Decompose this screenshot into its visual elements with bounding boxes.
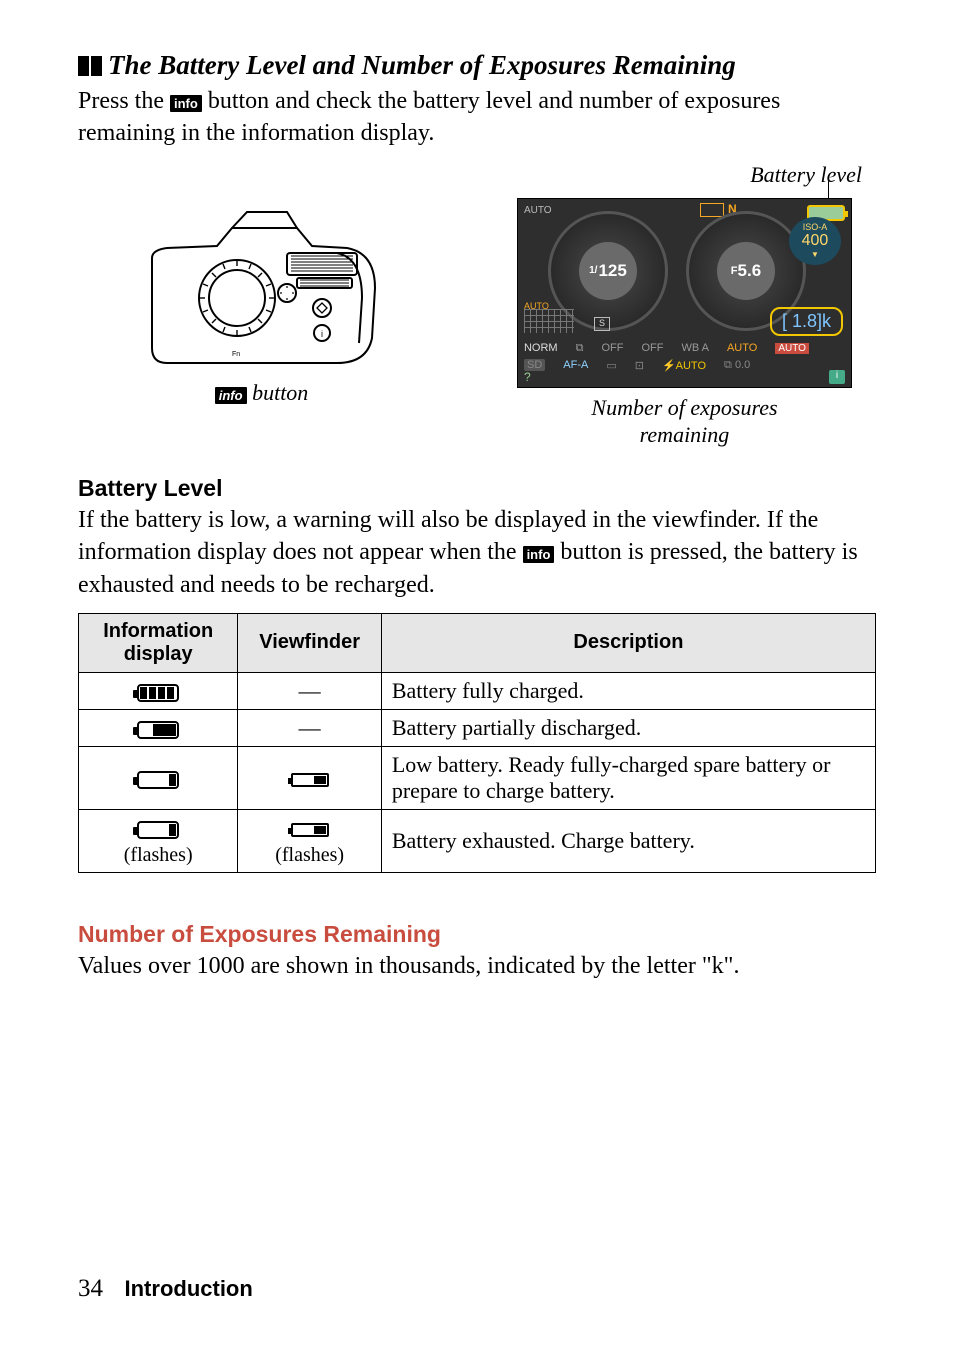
info-icon-para: info [523, 546, 555, 563]
cell-icon [79, 672, 238, 709]
panel-i-icon: i [829, 370, 845, 384]
camera-illustration: i Fn [137, 198, 387, 368]
battery-level-label: Battery level [493, 162, 876, 188]
panel-s-icon: S [594, 317, 610, 331]
battery-level-heading: Battery Level [78, 475, 876, 502]
panel-row1: NORM ⧉ OFF OFF WB A AUTO AUTO [524, 342, 845, 355]
cell-icon [79, 709, 238, 746]
th-viewfinder: Viewfinder [238, 613, 381, 672]
svg-text:Fn: Fn [232, 351, 240, 358]
cell-icon: (flashes) [79, 809, 238, 872]
battery-low-icon [137, 771, 179, 789]
intro-pre: Press the [78, 88, 170, 114]
flashes-label-vf: (flashes) [275, 844, 344, 866]
battery-exhausted-icon [137, 821, 179, 839]
cell-vf: (flashes) [238, 809, 381, 872]
exposures-caption: Number of exposures remaining [493, 394, 876, 449]
intro-paragraph: Press the info button and check the batt… [78, 85, 876, 150]
panel-on-icon [700, 203, 724, 217]
shutter-value: 1/125 [579, 242, 637, 300]
panel-count-highlight: [ 1.8]k [770, 307, 843, 336]
info-display-panel: AUTO N 1/125 F5.6 ISO-A 400 ▼ AUTO S [ 1… [517, 198, 852, 388]
flashes-label-info: (flashes) [124, 844, 193, 866]
exposures-caption-l2: remaining [640, 422, 730, 447]
cell-vf: — [238, 709, 381, 746]
cell-vf: — [238, 672, 381, 709]
panel-auto-label: AUTO [524, 205, 552, 216]
exposures-caption-l1: Number of exposures [591, 395, 777, 420]
battery-full-icon [137, 684, 179, 702]
page-number: 34 [78, 1275, 103, 1302]
section-title-text: The Battery Level and Number of Exposure… [108, 50, 736, 81]
exposures-paragraph: Values over 1000 are shown in thousands,… [78, 950, 876, 982]
heading-marker [78, 56, 102, 76]
table-row: — Battery partially discharged. [79, 709, 876, 746]
cell-desc: Battery fully charged. [381, 672, 875, 709]
cell-desc: Battery exhausted. Charge battery. [381, 809, 875, 872]
table-row: Low battery. Ready fully-charged spare b… [79, 746, 876, 809]
figure-row: i Fn info button AUTO N 1/125 F5.6 ISO-A… [78, 198, 876, 449]
th-info-display: Information display [79, 613, 238, 672]
camera-figure: i Fn info button [78, 198, 445, 449]
button-caption: info button [78, 379, 445, 407]
table-row: — Battery fully charged. [79, 672, 876, 709]
table-row: (flashes) (flashes) Battery exhausted. C… [79, 809, 876, 872]
info-display-figure: AUTO N 1/125 F5.6 ISO-A 400 ▼ AUTO S [ 1… [493, 198, 876, 449]
panel-help-icon: ? [524, 370, 531, 384]
aperture-value: F5.6 [717, 242, 775, 300]
exposures-heading: Number of Exposures Remaining [78, 921, 876, 948]
cell-desc: Low battery. Ready fully-charged spare b… [381, 746, 875, 809]
panel-row2: SD AF-A ▭ ⊡ ⚡AUTO ⧉ 0.0 [524, 359, 845, 372]
battery-partial-icon [137, 721, 179, 739]
panel-grid [524, 309, 574, 333]
vf-battery-exhausted-icon [291, 823, 329, 837]
battery-table: Information display Viewfinder Descripti… [78, 613, 876, 873]
page-footer: 34 Introduction [78, 1275, 253, 1303]
info-icon-caption: info [215, 387, 247, 404]
cell-icon [79, 746, 238, 809]
iso-box: ISO-A 400 ▼ [789, 217, 841, 265]
svg-text:i: i [321, 329, 323, 339]
button-caption-text: button [247, 380, 309, 405]
vf-battery-low-icon [291, 773, 329, 787]
th-description: Description [381, 613, 875, 672]
section-heading: The Battery Level and Number of Exposure… [78, 50, 876, 81]
battery-level-paragraph: If the battery is low, a warning will al… [78, 504, 876, 601]
cell-desc: Battery partially discharged. [381, 709, 875, 746]
leader-line-battery [828, 181, 829, 199]
footer-section: Introduction [125, 1276, 253, 1301]
info-icon: info [170, 95, 202, 112]
cell-vf [238, 746, 381, 809]
